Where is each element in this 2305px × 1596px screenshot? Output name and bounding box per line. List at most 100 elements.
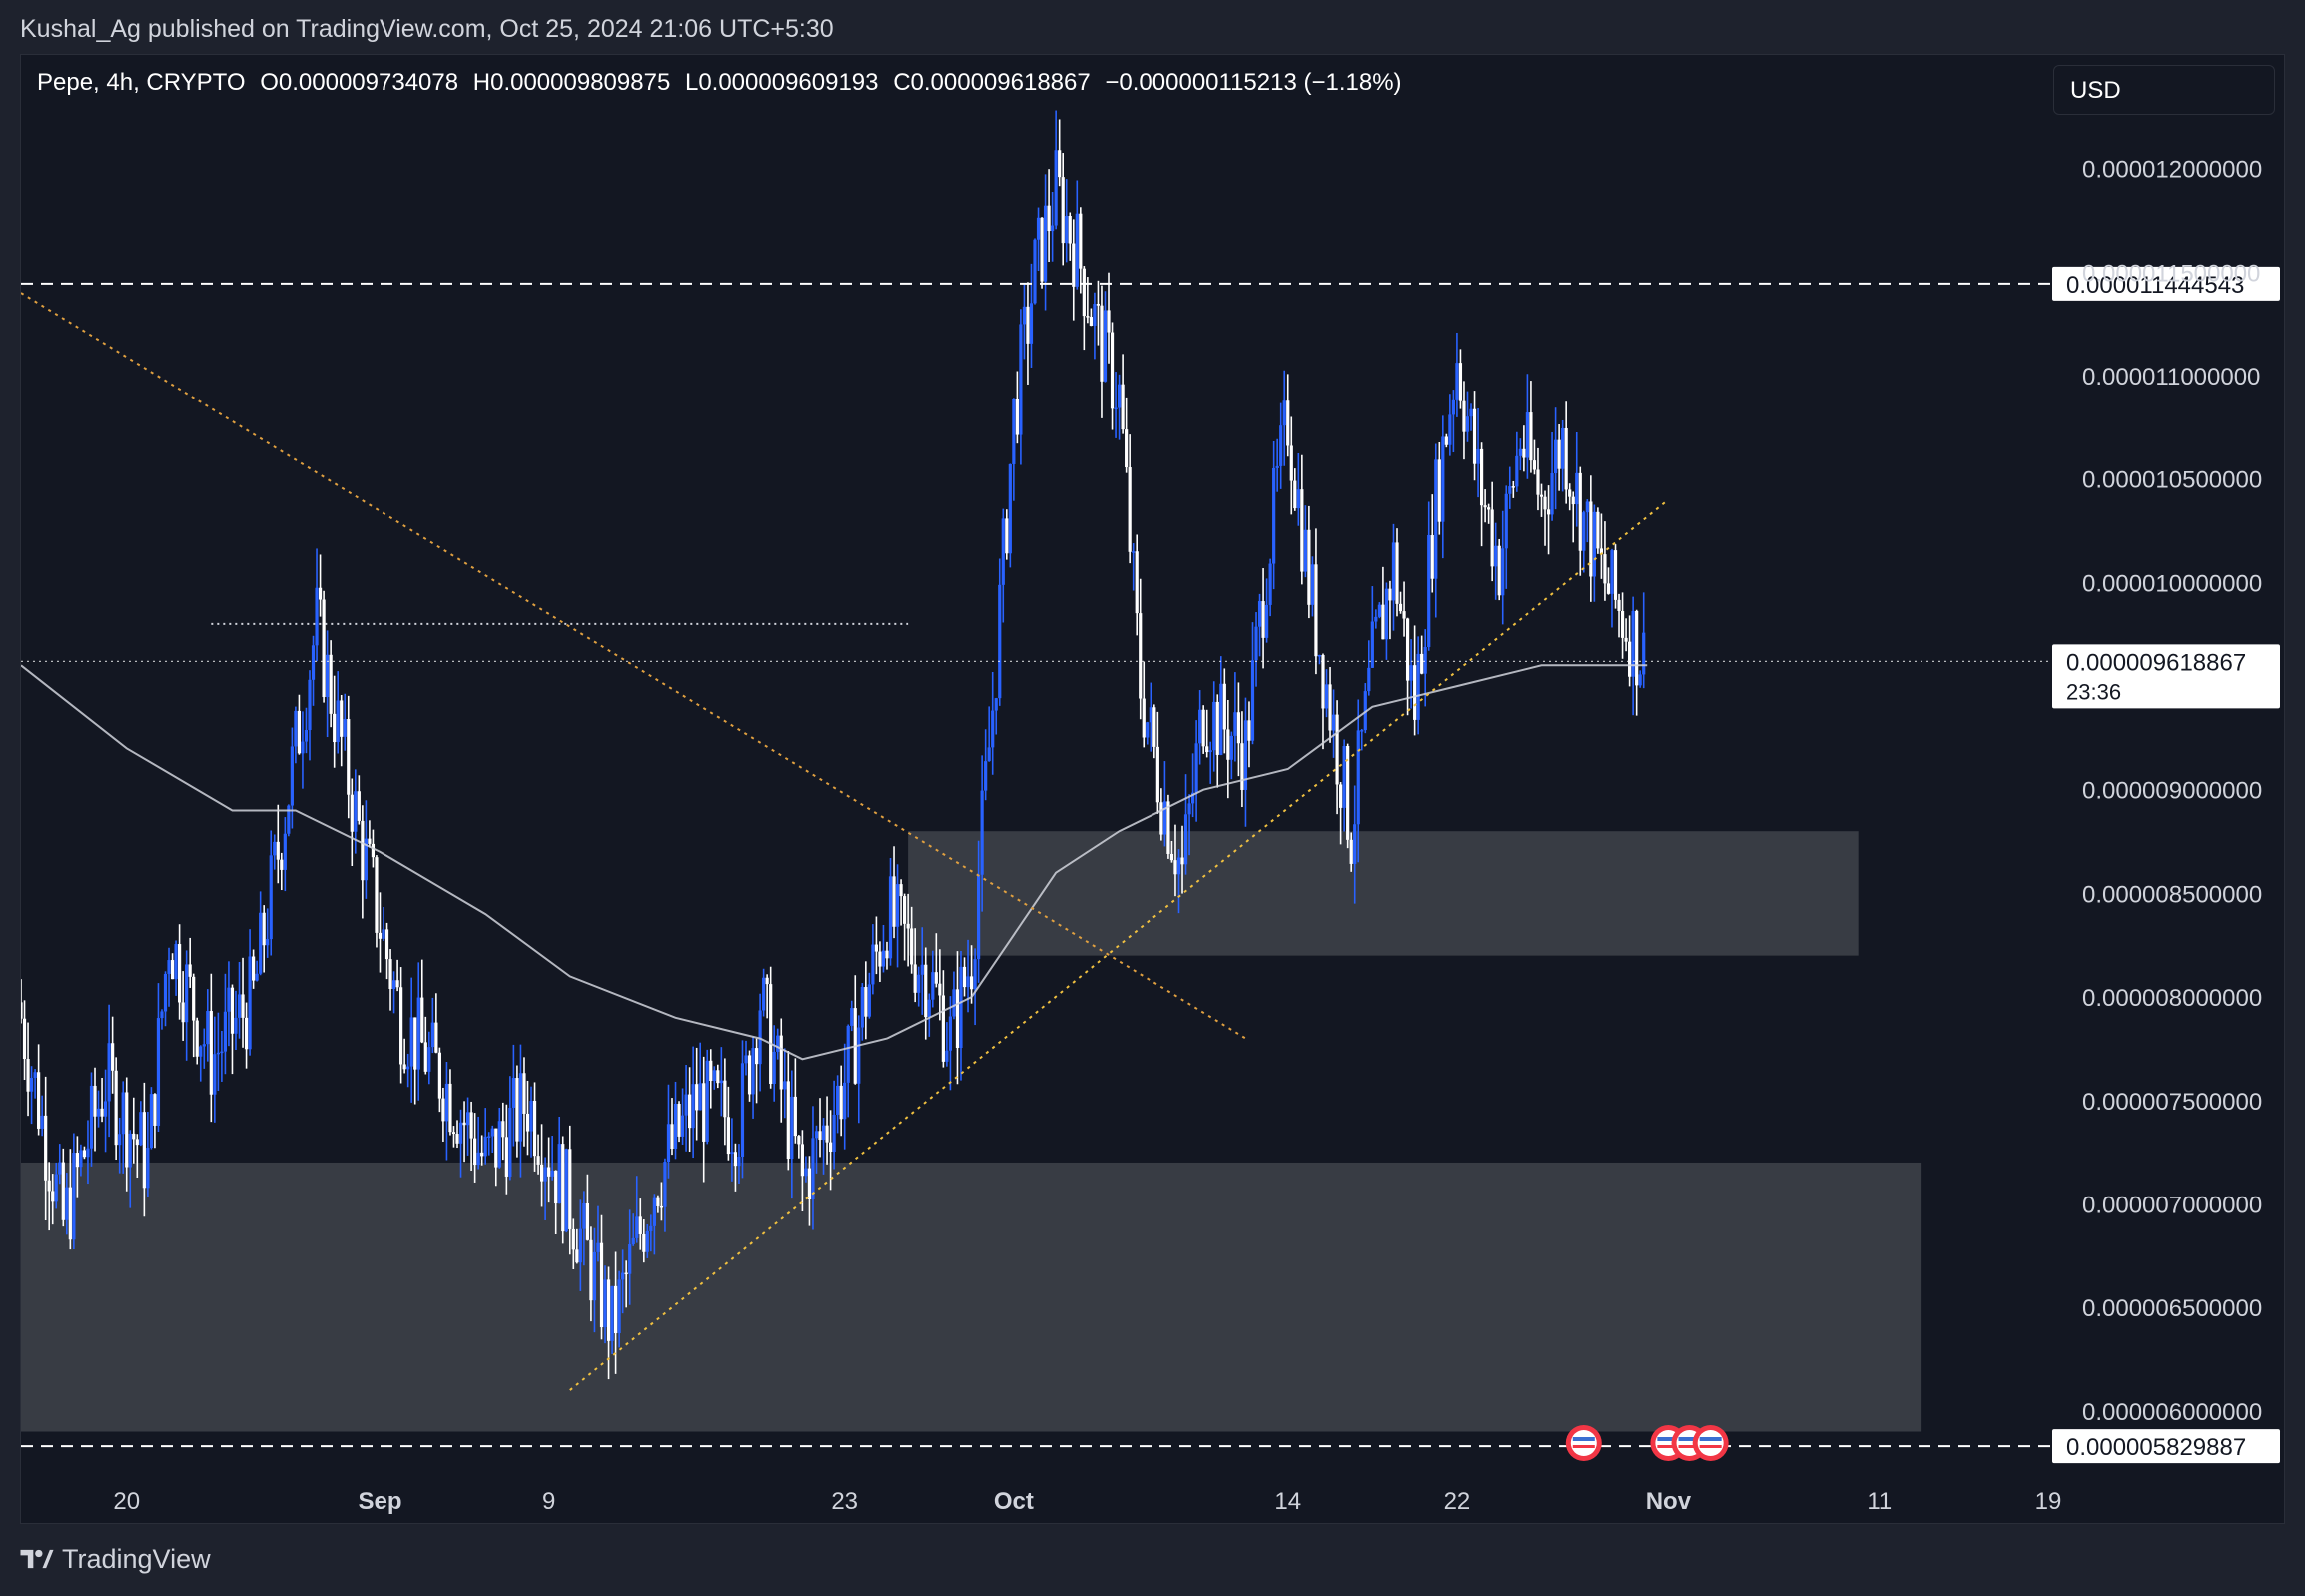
x-tick-label: Oct [994, 1488, 1034, 1515]
candle-body [1349, 839, 1353, 864]
candle-body [100, 1108, 104, 1117]
candle-body [33, 1072, 37, 1078]
candle-body [744, 1055, 748, 1064]
symbol-label[interactable]: Pepe, 4h, CRYPTO [37, 69, 246, 96]
flag-stripe [1678, 1445, 1701, 1448]
candle-body [1384, 588, 1389, 640]
candle-body [1405, 618, 1410, 681]
candle-body [991, 710, 995, 748]
footer-brand[interactable]: TradingView [20, 1534, 211, 1584]
candle-body [1261, 601, 1265, 638]
candle-body [1173, 860, 1177, 875]
candle-body [1620, 610, 1625, 638]
candle-body [1346, 746, 1350, 840]
candle-body [917, 974, 921, 993]
candle-body [1026, 306, 1030, 344]
candle-body [308, 679, 312, 731]
candle-body [44, 1115, 48, 1181]
candle-body [26, 1058, 30, 1092]
candle-body [149, 1094, 153, 1149]
candle-body [603, 1279, 607, 1328]
candle-body [1208, 750, 1212, 753]
candle-body [1243, 720, 1248, 790]
candle-body [37, 1072, 41, 1129]
candle-body [1518, 448, 1522, 456]
candle-body [765, 977, 769, 985]
candle-body [1522, 448, 1526, 458]
candle-body [1536, 469, 1540, 495]
candle-body [719, 1080, 723, 1084]
candle-body [413, 1017, 417, 1070]
candle-body [96, 1108, 101, 1117]
candle-body [1149, 707, 1152, 723]
candle-body [828, 1142, 833, 1152]
candle-body [1212, 701, 1216, 751]
candle-body [670, 1124, 674, 1150]
candle-body [631, 1237, 635, 1245]
candle-body [920, 964, 924, 975]
candle-body [1596, 511, 1600, 549]
candle-body [216, 1052, 220, 1055]
candle-body [1190, 792, 1195, 804]
candle-body [1296, 489, 1300, 509]
flag-stripe [1699, 1445, 1722, 1448]
candle-body [276, 841, 280, 860]
candle-body [1114, 407, 1118, 410]
candle-body [663, 1162, 667, 1207]
candle-body [357, 791, 361, 821]
candle-body [825, 1125, 829, 1143]
candle-body [227, 987, 231, 1012]
candle-body [984, 761, 988, 791]
candle-body [1465, 416, 1470, 432]
candle-body [1236, 712, 1241, 744]
candle-body [206, 1011, 210, 1045]
candle-body [1494, 545, 1498, 567]
candle-body [61, 1162, 65, 1220]
candle-body [213, 1054, 217, 1095]
candle-body [1339, 784, 1343, 808]
candle-body [1360, 730, 1364, 732]
currency-selector[interactable]: USD [2053, 65, 2275, 115]
candle-body [1300, 489, 1304, 572]
candle-body [125, 1092, 129, 1168]
candle-body [1571, 496, 1575, 505]
flag-stripe [1657, 1437, 1680, 1441]
candle-body [1135, 551, 1139, 614]
candle-body [301, 741, 305, 754]
candle-body [1388, 588, 1392, 601]
candle-body [248, 956, 252, 1050]
candle-body [617, 1279, 621, 1334]
candle-body [103, 1101, 108, 1117]
candle-body [536, 1156, 540, 1165]
price-label-box [2052, 644, 2280, 709]
flag-stripe [1572, 1437, 1595, 1441]
candle-body [163, 973, 168, 1012]
candle-body [786, 1081, 790, 1160]
candle-body [783, 1081, 787, 1090]
candle-body [966, 976, 970, 988]
price-chart[interactable]: 0.000011444543 0.000009618867 23:36 0.00000… [21, 55, 2284, 1523]
candle-body [368, 838, 372, 844]
candle-body [336, 700, 340, 743]
candle-body [1286, 400, 1290, 446]
candle-body [1370, 621, 1374, 668]
candle-body [22, 1018, 27, 1059]
candle-body [82, 1150, 87, 1158]
candle-body [1257, 601, 1262, 627]
candle-body [142, 1112, 146, 1189]
candle-body [462, 1122, 466, 1126]
candle-body [1001, 518, 1005, 585]
chart-panel[interactable]: 0.000011444543 0.000009618867 23:36 0.00000… [20, 54, 2285, 1524]
candle-body [1398, 603, 1403, 612]
y-tick-label: 0.000010000000 [2082, 570, 2262, 597]
candle-body [1642, 632, 1646, 675]
countdown-label: 23:36 [2066, 679, 2121, 704]
candle-body [1603, 554, 1607, 584]
candle-body [821, 1125, 826, 1141]
candle-body [121, 1092, 125, 1135]
candle-body [518, 1073, 523, 1142]
candle-body [1121, 384, 1125, 430]
candle-body [712, 1070, 716, 1082]
candle-body [153, 1094, 157, 1126]
candle-body [1575, 472, 1579, 505]
